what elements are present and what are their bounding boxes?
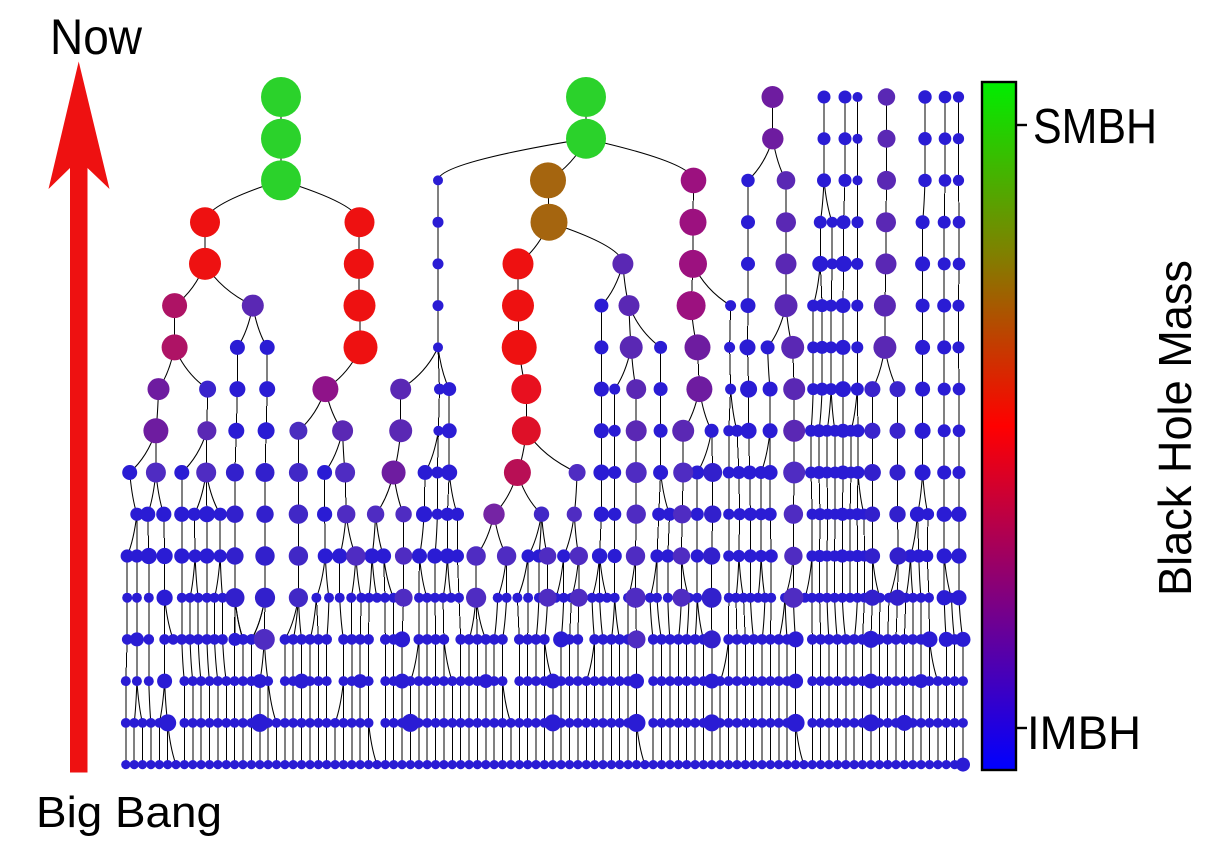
svg-text:Black Hole Mass: Black Hole Mass: [1149, 260, 1201, 596]
svg-text:Now: Now: [50, 9, 143, 65]
svg-text:SMBH: SMBH: [1033, 100, 1157, 154]
svg-text:Big Bang: Big Bang: [36, 788, 222, 837]
svg-text:IMBH: IMBH: [1027, 706, 1141, 759]
